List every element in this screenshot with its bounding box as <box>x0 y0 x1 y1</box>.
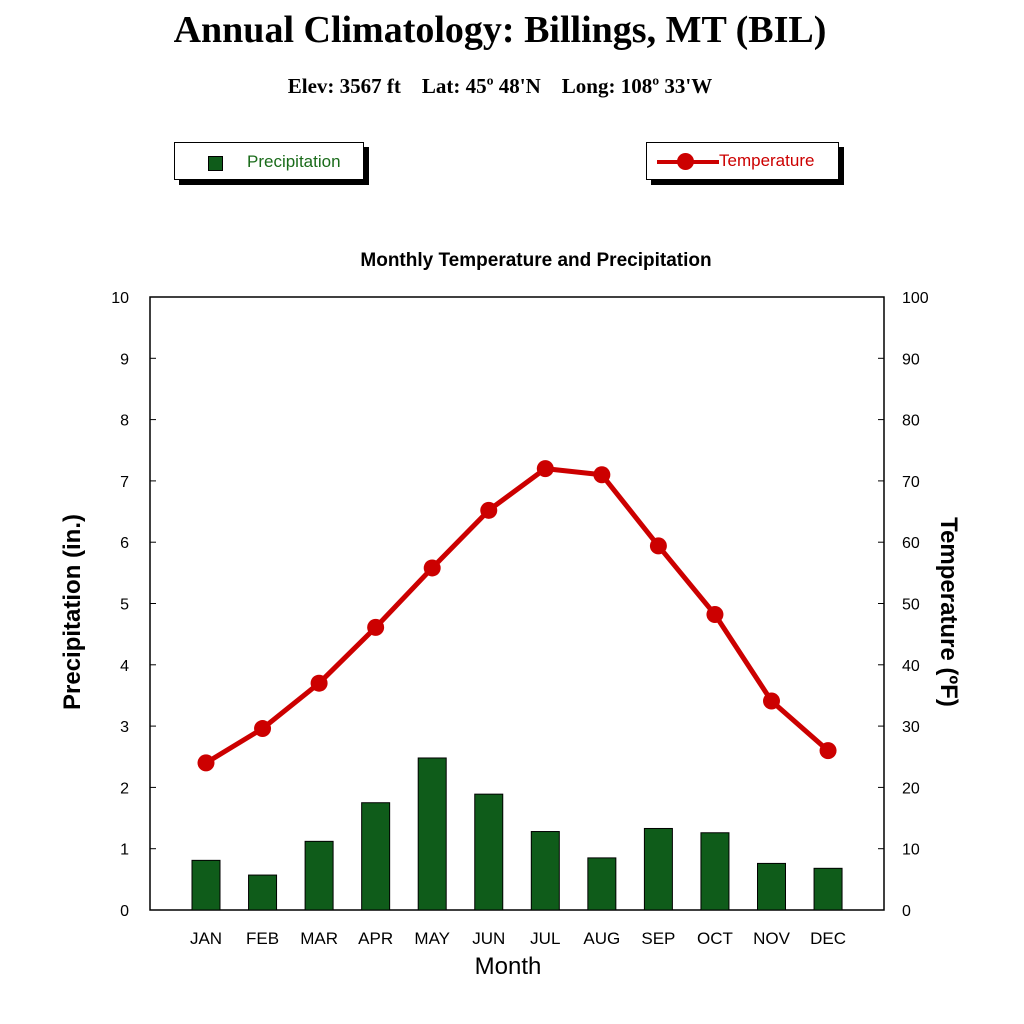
temperature-point <box>310 674 328 692</box>
x-tick-label: SEP <box>641 929 675 948</box>
temperature-series-line <box>204 466 830 766</box>
y-axis-label: Precipitation (in.) <box>59 514 86 710</box>
x-tick-label: NOV <box>753 929 791 948</box>
left-axis: 0 1 2 3 4 5 6 7 8 9 10 <box>111 290 156 920</box>
y-tick-label: 6 <box>120 535 129 552</box>
y2-tick-label: 40 <box>902 658 920 675</box>
y-tick-label: 2 <box>120 780 129 797</box>
precipitation-bar <box>248 874 278 911</box>
y2-tick-label: 70 <box>902 474 920 491</box>
temperature-point <box>706 606 724 624</box>
temperature-point <box>819 742 837 760</box>
y-tick-label: 10 <box>111 290 129 307</box>
y2-tick-label: 80 <box>902 413 920 430</box>
legend-temperature-label: Temperature <box>719 151 815 170</box>
temperature-point <box>593 466 611 484</box>
right-axis: 0 10 20 30 40 50 60 70 80 90 100 <box>878 290 929 920</box>
x-tick-label: MAR <box>300 929 338 948</box>
y-tick-label: 7 <box>120 474 129 491</box>
y2-axis-label: Temperature (ºF) <box>935 517 962 707</box>
y-tick-label: 5 <box>120 597 129 614</box>
chart-title: Monthly Temperature and Precipitation <box>360 250 711 271</box>
x-axis-label: Month <box>475 953 542 980</box>
precipitation-bar <box>191 859 221 911</box>
temperature-point <box>254 720 272 738</box>
x-tick-label: JAN <box>190 929 222 948</box>
y2-tick-label: 0 <box>902 903 911 920</box>
precipitation-bar <box>813 867 843 911</box>
y-tick-label: 9 <box>120 351 129 368</box>
precipitation-bar <box>417 757 447 911</box>
precipitation-bar <box>304 840 334 911</box>
x-tick-label: APR <box>358 929 393 948</box>
temperature-point <box>480 501 498 519</box>
y-tick-label: 3 <box>120 719 129 736</box>
y-tick-label: 0 <box>120 903 129 920</box>
x-tick-label: JUN <box>472 929 505 948</box>
temperature-point <box>423 559 441 577</box>
y2-tick-label: 90 <box>902 351 920 368</box>
precipitation-bar <box>643 827 673 911</box>
y2-tick-label: 20 <box>902 780 920 797</box>
x-tick-label: DEC <box>810 929 846 948</box>
y-tick-label: 1 <box>120 842 129 859</box>
legend-precipitation: Precipitation <box>174 142 364 180</box>
precipitation-bar <box>700 832 730 911</box>
precipitation-swatch-icon <box>208 156 223 171</box>
y2-tick-label: 10 <box>902 842 920 859</box>
plot-frame <box>149 296 885 911</box>
temperature-point <box>367 618 385 636</box>
legend-precipitation-label: Precipitation <box>247 152 341 171</box>
temperature-marker-icon <box>677 153 694 170</box>
x-tick-label: OCT <box>697 929 733 948</box>
station-info: Elev: 3567 ft Lat: 45º 48'N Long: 108º 3… <box>287 74 713 98</box>
legend-temperature: Temperature <box>646 142 839 180</box>
y2-tick-label: 30 <box>902 719 920 736</box>
precipitation-bars <box>191 757 843 911</box>
y-tick-label: 8 <box>120 413 129 430</box>
temperature-point <box>763 692 780 710</box>
precipitation-bar <box>474 793 504 911</box>
precipitation-bar <box>530 831 560 911</box>
y2-tick-label: 50 <box>902 597 920 614</box>
precipitation-bar <box>587 857 617 911</box>
temperature-line <box>197 460 837 772</box>
page-title: Annual Climatology: Billings, MT (BIL) <box>173 9 827 51</box>
y-tick-label: 4 <box>120 658 129 675</box>
y2-tick-label: 100 <box>902 290 929 307</box>
precipitation-bar <box>757 862 786 911</box>
x-tick-label: JUL <box>530 929 560 948</box>
precipitation-bar <box>361 802 391 911</box>
y2-tick-label: 60 <box>902 535 920 552</box>
temperature-point <box>649 537 667 555</box>
x-tick-label: MAY <box>414 929 450 948</box>
temperature-point <box>197 754 215 772</box>
x-tick-label: AUG <box>583 929 620 948</box>
x-tick-label: FEB <box>246 929 279 948</box>
temperature-point <box>536 460 554 478</box>
x-axis: JAN FEB MAR APR MAY JUN JUL AUG SEP OCT NOV DEC <box>190 929 846 948</box>
